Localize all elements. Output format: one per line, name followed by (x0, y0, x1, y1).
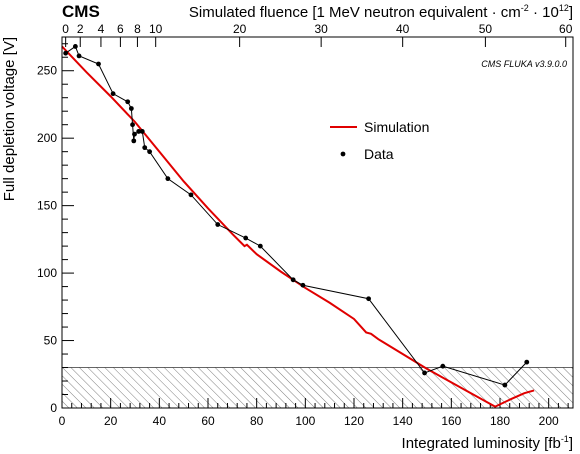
top-axis-tick-label: 10 (149, 22, 163, 36)
data-point (63, 50, 69, 56)
legend-data-label: Data (364, 146, 394, 162)
data-point (422, 370, 427, 376)
cms-label: CMS (62, 2, 100, 21)
top-axis-title: Simulated fluence [1 MeV neutron equival… (189, 3, 573, 21)
x-tick-label: 140 (393, 414, 413, 428)
axis-ticks (61, 37, 569, 409)
data-point (440, 363, 446, 369)
data-point (142, 145, 148, 151)
top-axis-tick-label: 30 (314, 22, 328, 36)
top-axis-tick-label: 50 (479, 22, 493, 36)
data-point (300, 282, 306, 288)
data-point (125, 99, 131, 105)
data-point (130, 122, 135, 128)
data-point (132, 131, 137, 137)
data-point (72, 44, 78, 49)
top-axis-tick-label: 20 (233, 22, 247, 36)
top-axis-tick-label: 4 (98, 22, 105, 36)
data-series-points (63, 44, 530, 388)
legend: Simulation Data (330, 119, 429, 162)
data-point (136, 129, 142, 134)
data-point (257, 243, 263, 249)
y-tick-label: 0 (50, 401, 57, 415)
plot-frame (61, 36, 574, 409)
x-tick-label: 20 (104, 414, 118, 428)
x-tick-label: 40 (153, 414, 167, 428)
y-tick-label: 100 (37, 266, 57, 280)
top-axis-tick-label: 2 (77, 22, 84, 36)
y-tick-label: 150 (37, 199, 57, 213)
y-tick-label: 200 (37, 131, 57, 145)
data-point (243, 235, 249, 241)
data-point (128, 106, 134, 111)
hatched-band (61, 367, 574, 409)
y-tick-label: 250 (37, 64, 57, 78)
data-point (139, 129, 145, 134)
legend-simulation-label: Simulation (364, 119, 429, 135)
y-axis-title: Full depletion voltage [V] (1, 37, 18, 201)
data-point (290, 277, 296, 283)
top-axis-tick-label: 6 (117, 22, 124, 36)
simulation-series-line (61, 45, 535, 408)
data-point (76, 53, 82, 59)
data-point (165, 176, 171, 182)
data-point (188, 192, 194, 198)
x-tick-label: 60 (201, 414, 215, 428)
data-point (366, 296, 371, 302)
data-point (147, 149, 153, 155)
top-axis-tick-label: 40 (396, 22, 410, 36)
x-tick-label: 180 (490, 414, 510, 428)
data-point (215, 222, 221, 227)
y-tick-label: 50 (44, 334, 58, 348)
x-tick-label: 0 (59, 414, 66, 428)
x-axis-title: Integrated luminosity [fb-1] (402, 434, 573, 452)
x-tick-label: 80 (250, 414, 264, 428)
x-tick-label: 120 (344, 414, 364, 428)
top-axis-tick-label: 60 (559, 22, 573, 36)
fluka-annotation: CMS FLUKA v3.9.0.0 (481, 59, 567, 69)
axis-tick-labels: 0 20 40 60 80 100 120 140 160 180 2000501001502002… (37, 22, 573, 428)
x-tick-label: 160 (441, 414, 461, 428)
data-point (110, 91, 116, 97)
data-point (502, 382, 508, 388)
top-axis-tick-label: 8 (134, 22, 141, 36)
data-point (131, 138, 137, 144)
x-tick-label: 200 (539, 414, 559, 428)
top-axis-tick-label: 0 (62, 22, 69, 36)
data-point (96, 61, 101, 67)
data-point (524, 359, 530, 365)
legend-data-marker (340, 151, 346, 157)
x-tick-label: 100 (295, 414, 315, 428)
data-series-line (65, 45, 528, 386)
